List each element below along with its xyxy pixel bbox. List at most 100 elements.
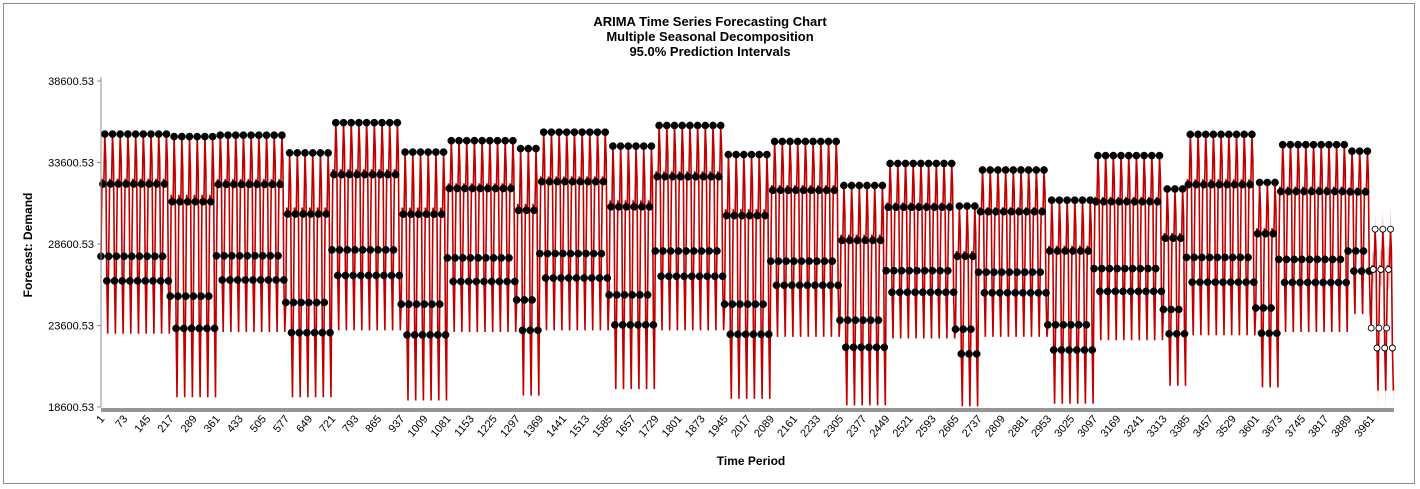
actual-point <box>1311 278 1320 287</box>
actual-point <box>859 316 867 325</box>
actual-point <box>214 180 223 189</box>
actual-point <box>1321 255 1329 264</box>
actual-point <box>589 249 598 258</box>
actual-point <box>795 281 804 290</box>
actual-point <box>1003 288 1012 297</box>
actual-point <box>972 350 981 358</box>
actual-point <box>1359 247 1368 255</box>
actual-point <box>1246 180 1254 189</box>
actual-point <box>347 118 356 127</box>
actual-point <box>145 180 153 188</box>
actual-point <box>1203 278 1212 287</box>
actual-point <box>1044 320 1052 329</box>
x-tick-label: 1513 <box>567 413 592 439</box>
actual-point <box>892 203 900 212</box>
actual-point <box>458 254 467 262</box>
actual-point <box>370 118 379 127</box>
actual-point <box>239 131 248 140</box>
actual-point <box>426 331 434 339</box>
actual-point <box>1161 234 1170 243</box>
actual-point <box>793 137 802 146</box>
actual-point <box>418 331 427 339</box>
x-tick-label: 1225 <box>475 413 500 439</box>
actual-point <box>657 272 665 281</box>
actual-point <box>505 254 513 262</box>
actual-point <box>112 252 121 261</box>
actual-point <box>917 159 925 168</box>
x-tick-label: 1 <box>94 413 107 425</box>
actual-point <box>678 121 687 130</box>
actual-point <box>297 298 306 307</box>
actual-point <box>564 274 573 282</box>
actual-point <box>243 251 252 260</box>
actual-point <box>1188 278 1197 287</box>
actual-point <box>485 136 494 145</box>
actual-point <box>1182 253 1191 262</box>
x-tick-label: 2593 <box>914 413 939 439</box>
actual-point <box>483 184 492 193</box>
actual-point <box>1019 288 1027 297</box>
x-tick-label: 721 <box>317 413 338 435</box>
actual-point <box>905 266 914 275</box>
x-tick-label: 3025 <box>1052 413 1077 439</box>
x-tick-label: 3313 <box>1145 413 1170 439</box>
actual-point <box>1076 247 1085 255</box>
actual-point <box>1348 147 1356 156</box>
x-tick-label: 1585 <box>590 413 615 439</box>
actual-point <box>351 246 359 254</box>
actual-point <box>510 277 519 286</box>
actual-point <box>528 296 536 304</box>
actual-point <box>172 324 180 333</box>
actual-point <box>1157 287 1166 296</box>
actual-point <box>809 137 817 146</box>
actual-point <box>512 296 521 304</box>
actual-point <box>1026 288 1035 297</box>
actual-point <box>1211 278 1220 287</box>
actual-point <box>187 324 196 333</box>
actual-point <box>707 172 715 181</box>
actual-point <box>1353 188 1362 196</box>
actual-point <box>256 276 265 284</box>
x-tick-label: 73 <box>113 413 130 430</box>
actual-point <box>651 247 660 255</box>
actual-point <box>591 177 600 186</box>
actual-point <box>1171 185 1179 193</box>
actual-point <box>1267 304 1275 312</box>
actual-point <box>626 321 635 329</box>
actual-point <box>609 142 617 150</box>
actual-point <box>1194 130 1202 139</box>
actual-point <box>495 277 504 286</box>
actual-point <box>1303 278 1312 287</box>
forecast-point <box>1373 344 1381 352</box>
actual-point <box>1288 278 1297 287</box>
actual-point <box>818 281 827 290</box>
actual-point <box>272 276 280 284</box>
actual-point <box>164 277 173 285</box>
actual-point <box>1292 187 1301 196</box>
actual-point <box>992 207 1000 216</box>
actual-point <box>1113 264 1122 273</box>
actual-point <box>1092 197 1100 206</box>
actual-point <box>480 277 488 286</box>
x-tick-label: 1801 <box>660 413 685 439</box>
actual-point <box>816 137 825 146</box>
actual-point <box>730 211 739 220</box>
actual-point <box>397 300 406 309</box>
actual-point <box>212 251 221 260</box>
actual-point <box>1350 267 1358 275</box>
actual-point <box>1273 329 1281 338</box>
actual-point <box>368 170 377 179</box>
x-tick-label: 2305 <box>821 413 846 439</box>
actual-point <box>928 266 937 275</box>
actual-point <box>137 180 146 188</box>
actual-point <box>1107 197 1116 206</box>
actual-point <box>1124 151 1133 160</box>
actual-point <box>247 131 255 140</box>
actual-point <box>980 288 989 297</box>
actual-point <box>441 331 450 339</box>
actual-point <box>607 202 615 211</box>
actual-point <box>328 246 336 254</box>
actual-point <box>1040 166 1048 174</box>
actual-point <box>305 298 313 307</box>
actual-point <box>276 180 284 189</box>
